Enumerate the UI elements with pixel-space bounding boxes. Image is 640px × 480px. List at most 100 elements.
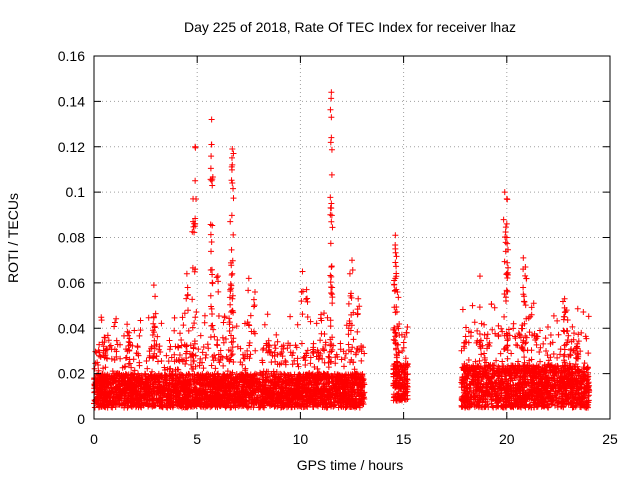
- data-point: [149, 397, 156, 404]
- data-point: [247, 312, 254, 319]
- data-point: [303, 375, 310, 382]
- data-point: [155, 381, 162, 388]
- data-point: [279, 385, 286, 392]
- data-point: [246, 355, 253, 362]
- data-point: [200, 365, 207, 372]
- data-point: [110, 401, 117, 408]
- data-point: [320, 381, 327, 388]
- data-point: [345, 341, 352, 348]
- data-point: [151, 376, 158, 383]
- data-point: [341, 355, 348, 362]
- data-point: [157, 396, 164, 403]
- data-point: [178, 356, 185, 363]
- data-point: [274, 361, 281, 368]
- data-point: [282, 357, 289, 364]
- data-point: [148, 388, 155, 395]
- data-point: [484, 331, 491, 338]
- data-point: [575, 331, 582, 338]
- data-point: [114, 370, 121, 377]
- data-point: [325, 353, 332, 360]
- data-point: [332, 390, 339, 397]
- data-point: [182, 403, 189, 410]
- data-point: [260, 389, 267, 396]
- data-point: [278, 397, 285, 404]
- data-point: [302, 371, 309, 378]
- data-point: [106, 388, 113, 395]
- data-point: [294, 355, 301, 362]
- data-point: [177, 378, 184, 385]
- data-point: [585, 350, 592, 357]
- data-point: [240, 397, 247, 404]
- data-point: [348, 395, 355, 402]
- data-point: [296, 389, 303, 396]
- data-point: [277, 381, 284, 388]
- data-point: [190, 376, 197, 383]
- data-point: [573, 344, 580, 351]
- data-point: [169, 368, 176, 375]
- data-point: [165, 358, 172, 365]
- data-point: [178, 342, 185, 349]
- data-point: [131, 381, 138, 388]
- data-point: [157, 402, 164, 409]
- data-point: [231, 376, 238, 383]
- data-point: [550, 312, 557, 319]
- data-point: [266, 344, 273, 351]
- data-point: [182, 395, 189, 402]
- data-point: [352, 371, 359, 378]
- data-point: [237, 359, 244, 366]
- data-point: [224, 368, 231, 375]
- data-point: [137, 317, 144, 324]
- data-point: [188, 361, 195, 368]
- data-point: [248, 400, 255, 407]
- data-point: [179, 314, 186, 321]
- data-point: [330, 374, 337, 381]
- data-point: [501, 313, 508, 320]
- data-point: [136, 362, 143, 369]
- data-point: [117, 341, 124, 348]
- data-point: [202, 399, 209, 406]
- data-point: [122, 346, 129, 353]
- data-point: [166, 337, 173, 344]
- data-point: [232, 397, 239, 404]
- data-point: [345, 386, 352, 393]
- data-point: [193, 381, 200, 388]
- data-point: [550, 351, 557, 358]
- data-point: [314, 365, 321, 372]
- data-point: [103, 383, 110, 390]
- data-point: [277, 389, 284, 396]
- data-point: [361, 350, 368, 357]
- data-point: [326, 373, 333, 380]
- data-point: [275, 373, 282, 380]
- data-point: [140, 399, 147, 406]
- data-point: [178, 337, 185, 344]
- data-point: [164, 366, 171, 373]
- data-point: [284, 390, 291, 397]
- data-point: [134, 343, 141, 350]
- data-point: [214, 379, 221, 386]
- data-point: [100, 379, 107, 386]
- data-point: [111, 323, 118, 330]
- data-point: [160, 378, 167, 385]
- data-point: [113, 353, 120, 360]
- data-point: [229, 324, 236, 331]
- data-point: [212, 374, 219, 381]
- data-point: [268, 378, 275, 385]
- data-point: [95, 367, 102, 374]
- data-point: [314, 374, 321, 381]
- data-point: [113, 315, 120, 322]
- data-point: [358, 383, 365, 390]
- data-point: [285, 379, 292, 386]
- data-point: [180, 399, 187, 406]
- data-point: [306, 392, 313, 399]
- data-point: [274, 390, 281, 397]
- data-point: [171, 382, 178, 389]
- data-point: [286, 398, 293, 405]
- data-point: [168, 354, 175, 361]
- data-point: [190, 365, 197, 372]
- data-point: [113, 337, 120, 344]
- data-point: [495, 333, 502, 340]
- data-point: [134, 350, 141, 357]
- data-point: [300, 377, 307, 384]
- data-point: [214, 342, 221, 349]
